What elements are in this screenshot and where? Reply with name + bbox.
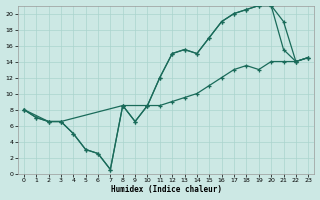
X-axis label: Humidex (Indice chaleur): Humidex (Indice chaleur) [110,185,221,194]
